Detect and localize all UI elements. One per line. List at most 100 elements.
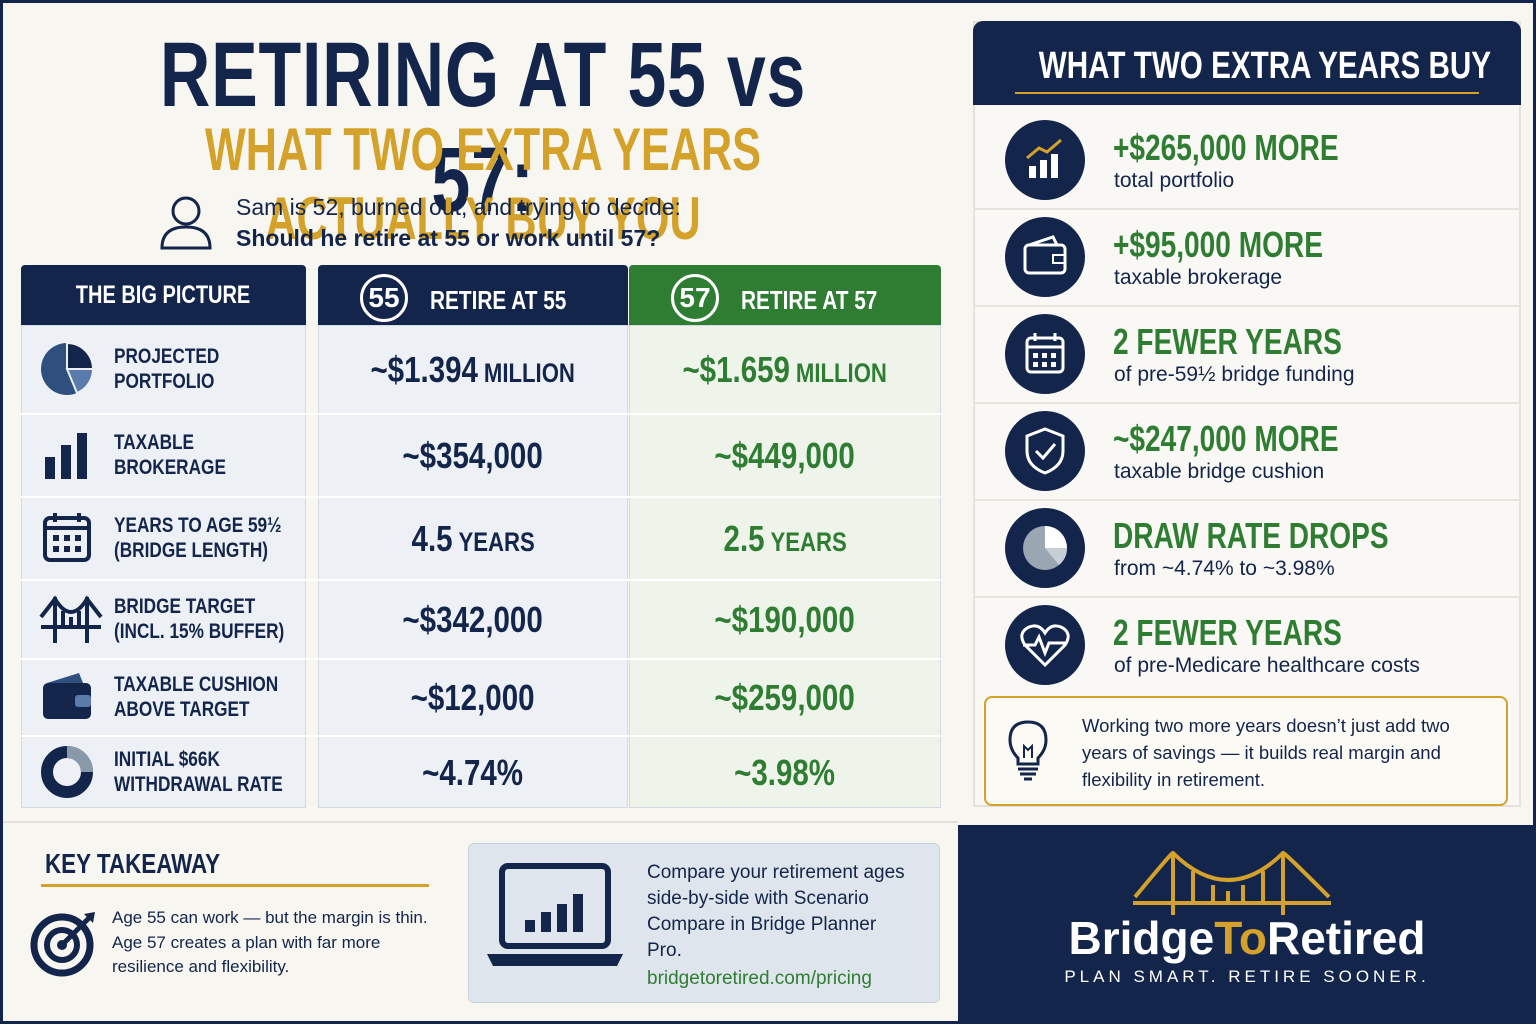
table-header-label-wrap: THE BIG PICTURE [21, 281, 306, 310]
takeaway-text: Age 55 can work — but the margin is thin… [112, 906, 428, 980]
row-label: TAXABLE CUSHION ABOVE TARGET [114, 672, 314, 722]
item-detail: from ~4.74% to ~3.98% [1114, 557, 1335, 580]
icon-svg [1005, 314, 1085, 394]
value-cell: ~$1.394 MILLION [318, 349, 628, 391]
item-divider [975, 596, 1519, 598]
row-divider [21, 658, 941, 660]
subtitle-wrap: WHAT TWO EXTRA YEARS ACTUALLY BUY YOU [3, 115, 963, 253]
comparison-table: THE BIG PICTURE 55 RETIRE AT 55 57 RETIRE AT… [21, 265, 941, 809]
icon [39, 427, 95, 488]
icon [1005, 411, 1085, 496]
row-label-line: (BRIDGE LENGTH) [114, 538, 269, 562]
item-divider [975, 499, 1519, 501]
intro-line: Sam is 52, burned out, and trying to dec… [236, 194, 681, 220]
column-label: RETIRE AT 57 [741, 285, 878, 315]
icon [1005, 217, 1085, 302]
person-icon [160, 196, 212, 250]
row-label-line: PROJECTED [114, 345, 220, 368]
icon [39, 591, 103, 652]
item-headline: ~$247,000 MORE [1113, 418, 1339, 459]
label-column-body [21, 325, 306, 808]
row-label-line: TAXABLE [114, 430, 195, 454]
row-label-line: (INCL. 15% BUFFER) [114, 619, 285, 643]
title: RETIRING AT 55 vs 57: [159, 24, 807, 231]
brand-part: Bridge [1068, 912, 1215, 964]
value-amount: ~$259,000 [714, 676, 856, 718]
bridge-logo [1133, 850, 1331, 915]
promo-text: Compare your retirement ages side-by-side… [647, 860, 905, 964]
row-label: PROJECTED PORTFOLIO [114, 344, 242, 394]
row-divider [21, 579, 941, 581]
icon-svg [1005, 120, 1085, 200]
row-label-line: WITHDRAWAL RATE [114, 772, 283, 796]
column-body [629, 325, 941, 808]
value-unit: MILLION [484, 358, 576, 388]
takeaway-line: Age 57 creates a plan with far more [112, 932, 381, 952]
icon-svg [1005, 217, 1085, 297]
value-unit: YEARS [458, 526, 535, 557]
icon [1005, 605, 1085, 690]
icon [1005, 314, 1085, 399]
row-label-line: TAXABLE CUSHION [114, 672, 279, 696]
promo-link[interactable]: bridgetoretired.com/pricing [647, 968, 872, 989]
row-divider [21, 413, 941, 415]
intro-line: Should he retire at 55 or work until 57? [236, 225, 661, 251]
value-amount: ~$190,000 [714, 598, 856, 640]
value-text: 2.5 YEARS [723, 518, 846, 560]
row-divider [21, 735, 941, 737]
value-amount: 4.5 [411, 517, 453, 559]
icon-svg [43, 512, 91, 562]
icon [39, 669, 95, 730]
value-text: ~3.98% [735, 752, 836, 794]
row-label-line: BROKERAGE [114, 455, 226, 479]
sidebar-title: WHAT TWO EXTRA YEARS BUY [1038, 45, 1492, 87]
item-detail: taxable bridge cushion [1114, 460, 1325, 483]
subtitle: WHAT TWO EXTRA YEARS ACTUALLY BUY YOU [205, 116, 761, 252]
item-divider [975, 402, 1519, 404]
brand-part: Retired [1267, 912, 1426, 964]
value-text: ~$354,000 [403, 435, 543, 477]
promo-line: Compare in Bridge Planner [647, 914, 877, 935]
value-cell: ~$259,000 [629, 677, 941, 719]
icon [1005, 508, 1085, 593]
value-text: ~$1.394 MILLION [371, 349, 575, 391]
takeaway-line: Age 55 can work — but the margin is thin… [112, 908, 428, 927]
icon-svg [41, 745, 93, 798]
column-body [318, 325, 628, 808]
row-label: YEARS TO AGE 59½ (BRIDGE LENGTH) [114, 513, 318, 563]
brand-part: To [1214, 912, 1267, 964]
value-cell: 4.5 YEARS [318, 518, 628, 560]
item-divider [975, 305, 1519, 307]
brand-block: BridgeToRetired PLAN SMART. RETIRE SOONE… [958, 825, 1536, 1024]
icon [1005, 120, 1085, 205]
value-cell: ~$449,000 [629, 435, 941, 477]
row-label-line: BRIDGE TARGET [114, 594, 256, 618]
note-text: Working two more years doesn’t just add … [1082, 712, 1450, 793]
item-detail: of pre-Medicare healthcare costs [1114, 654, 1420, 677]
value-text: ~4.74% [423, 752, 524, 794]
value-unit: YEARS [770, 526, 847, 557]
table-header-cell [21, 265, 306, 325]
note-box: Working two more years doesn’t just add … [984, 696, 1508, 806]
item-detail: total portfolio [1114, 169, 1235, 192]
row-label-line: ABOVE TARGET [114, 697, 250, 721]
icon-svg [1005, 605, 1085, 685]
takeaway-title: KEY TAKEAWAY [45, 848, 221, 879]
value-cell: ~$12,000 [318, 677, 628, 719]
icon [39, 341, 95, 402]
icon-svg [1008, 720, 1048, 781]
value-text: ~$1.659 MILLION [683, 349, 887, 391]
value-cell: ~3.98% [629, 752, 941, 794]
row-label: INITIAL $66K WITHDRAWAL RATE [114, 747, 320, 797]
value-text: ~$259,000 [715, 677, 855, 719]
value-amount: ~3.98% [734, 751, 836, 793]
note-line: years of savings — it builds real margin… [1082, 742, 1441, 763]
note-line: flexibility in retirement. [1082, 769, 1266, 790]
brand-name: BridgeToRetired [958, 911, 1536, 965]
item-headline-wrap: +$95,000 MORE [1113, 224, 1382, 266]
value-cell: 2.5 YEARS [629, 518, 941, 560]
icon [1004, 718, 1052, 787]
column-badge: 55 [360, 274, 408, 322]
icon-svg [39, 594, 103, 643]
